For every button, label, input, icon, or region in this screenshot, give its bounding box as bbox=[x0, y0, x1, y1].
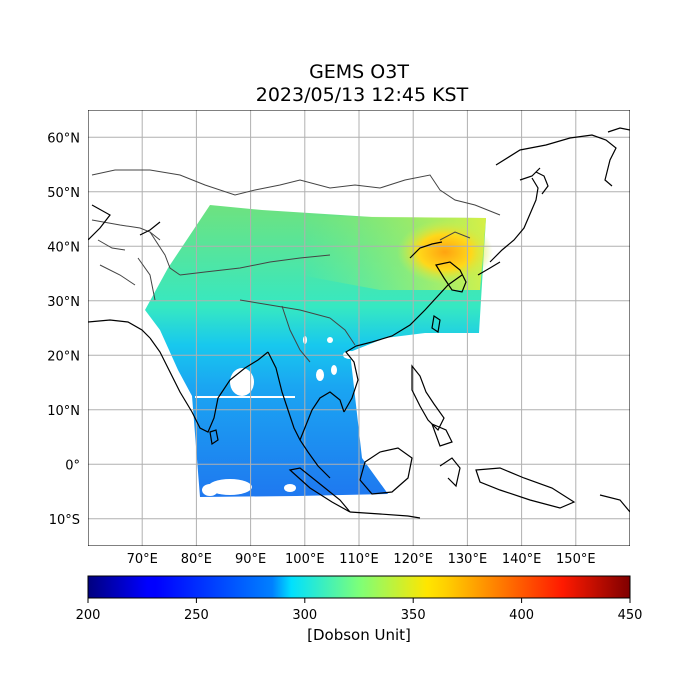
lat-tick-label: 20°N bbox=[47, 349, 80, 364]
lon-tick-label: 90°E bbox=[235, 552, 266, 567]
lon-tick-label: 110°E bbox=[339, 552, 379, 567]
lon-tick-label: 150°E bbox=[556, 552, 596, 567]
latitude-tick-labels: 60°N 50°N 40°N 30°N 20°N 10°N 0° 10°S bbox=[47, 131, 80, 528]
colorbar-tick-label: 450 bbox=[618, 608, 643, 623]
colorbar-ticks: 200 250 300 350 400 450 bbox=[76, 598, 643, 623]
colorbar-tick-label: 250 bbox=[184, 608, 209, 623]
lon-tick-label: 120°E bbox=[393, 552, 433, 567]
colorbar-tick-label: 300 bbox=[292, 608, 317, 623]
longitude-tick-labels: 70°E 80°E 90°E 100°E 110°E 120°E 130°E 140°E 150… bbox=[127, 552, 596, 567]
coastlines bbox=[88, 127, 630, 519]
lon-tick-label: 80°E bbox=[181, 552, 212, 567]
colorbar: 200 250 300 350 400 450 [Dobson Unit] bbox=[76, 575, 643, 644]
colorbar-tick-label: 400 bbox=[509, 608, 534, 623]
ozone-hotspot bbox=[397, 220, 493, 284]
lon-tick-label: 130°E bbox=[448, 552, 488, 567]
colorbar-gradient bbox=[87, 575, 631, 599]
colorbar-tick-label: 350 bbox=[401, 608, 426, 623]
lat-tick-label: 30°N bbox=[47, 295, 80, 310]
map-panel bbox=[88, 110, 630, 546]
lat-tick-label: 0° bbox=[65, 458, 80, 473]
title-datetime: 2023/05/13 12:45 KST bbox=[256, 84, 469, 106]
colorbar-label: [Dobson Unit] bbox=[307, 626, 411, 644]
lat-tick-label: 10°S bbox=[49, 513, 80, 528]
lon-tick-label: 140°E bbox=[502, 552, 542, 567]
cloud-mask bbox=[195, 336, 357, 496]
lon-tick-label: 100°E bbox=[285, 552, 325, 567]
lon-tick-label: 70°E bbox=[127, 552, 158, 567]
lat-tick-label: 60°N bbox=[47, 131, 80, 146]
colorbar-tick-label: 200 bbox=[76, 608, 101, 623]
lat-tick-label: 50°N bbox=[47, 186, 80, 201]
lat-tick-label: 40°N bbox=[47, 240, 80, 255]
title-product: GEMS O3T bbox=[309, 61, 409, 83]
ozone-swath bbox=[145, 205, 493, 497]
lat-tick-label: 10°N bbox=[47, 404, 80, 419]
country-borders bbox=[91, 169, 501, 363]
map-gridlines bbox=[88, 110, 630, 546]
